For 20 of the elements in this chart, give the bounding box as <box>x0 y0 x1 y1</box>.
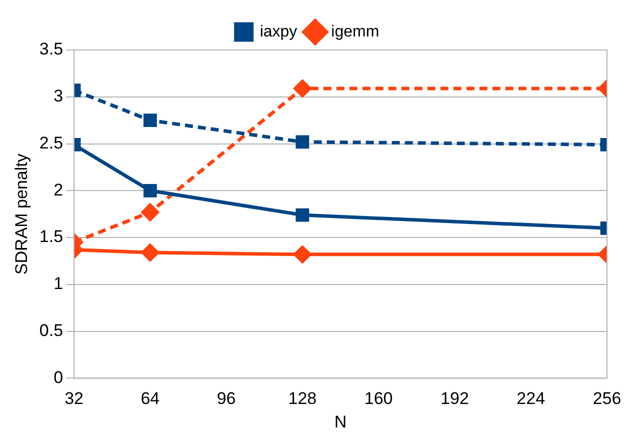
x-tick-label: 128 <box>288 389 317 408</box>
legend-label: igemm <box>331 23 380 40</box>
x-tick-label: 96 <box>216 389 236 408</box>
x-axis-title: N <box>334 412 347 432</box>
x-tick-label: 192 <box>440 389 469 408</box>
y-tick-label: 3.5 <box>39 40 64 59</box>
x-tick-label: 160 <box>364 389 393 408</box>
y-tick-label: 1.5 <box>39 227 64 246</box>
legend-label: iaxpy <box>260 23 298 40</box>
y-axis-title: SDRAM penalty <box>12 153 31 275</box>
x-tick-label: 64 <box>140 389 160 408</box>
y-tick-label: 1 <box>54 274 64 294</box>
y-tick-label: 0 <box>54 368 64 387</box>
x-tick-label: 224 <box>516 389 546 408</box>
y-tick-label: 2 <box>54 180 64 200</box>
y-tick-label: 0.5 <box>39 321 64 340</box>
y-tick-label: 2.5 <box>39 133 64 152</box>
x-tick-label: 32 <box>64 389 84 408</box>
y-tick-label: 3 <box>54 86 64 106</box>
x-tick-label: 256 <box>592 389 622 408</box>
